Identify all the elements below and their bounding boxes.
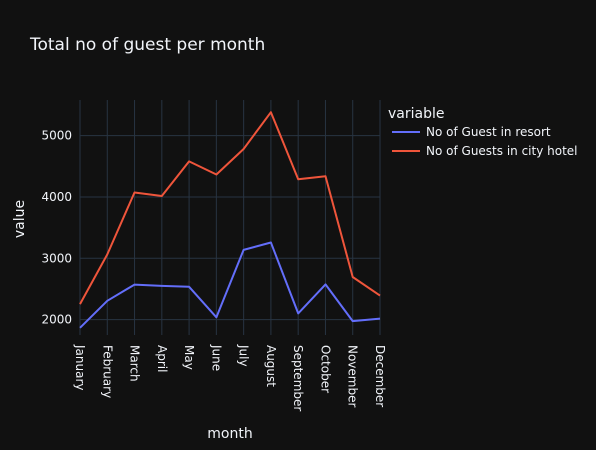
y-tick-label: 2000	[41, 313, 72, 327]
series-lines	[79, 111, 381, 329]
x-axis-ticks: January February March April May June July Augu…	[73, 344, 387, 411]
y-tick-label: 5000	[41, 129, 72, 143]
y-tick-label: 3000	[41, 251, 72, 265]
y-axis-ticks: 2000 3000 4000 5000	[41, 129, 72, 327]
x-tick-label: October	[318, 345, 332, 393]
x-tick-label: July	[237, 344, 251, 367]
y-tick-label: 4000	[41, 190, 72, 204]
gridlines	[79, 100, 381, 335]
x-tick-label: August	[264, 345, 278, 387]
x-tick-label: November	[346, 345, 360, 407]
x-tick-label: January	[73, 344, 87, 391]
x-tick-label: February	[100, 345, 114, 398]
series-line	[79, 241, 381, 329]
legend-label: No of Guest in resort	[426, 125, 551, 139]
x-tick-label: June	[209, 344, 223, 371]
x-tick-label: December	[373, 345, 387, 407]
x-tick-label: March	[128, 345, 142, 382]
chart-title: Total no of guest per month	[29, 35, 265, 55]
series-line	[79, 111, 381, 305]
legend-title: variable	[388, 106, 444, 122]
legend-label: No of Guests in city hotel	[426, 144, 578, 158]
legend: variable No of Guest in resort No of Gues…	[388, 106, 578, 158]
x-tick-label: September	[291, 345, 305, 411]
x-tick-label: April	[155, 345, 169, 372]
y-axis-title: value	[12, 200, 28, 238]
x-tick-label: May	[182, 345, 196, 370]
x-axis-title: month	[207, 426, 252, 442]
